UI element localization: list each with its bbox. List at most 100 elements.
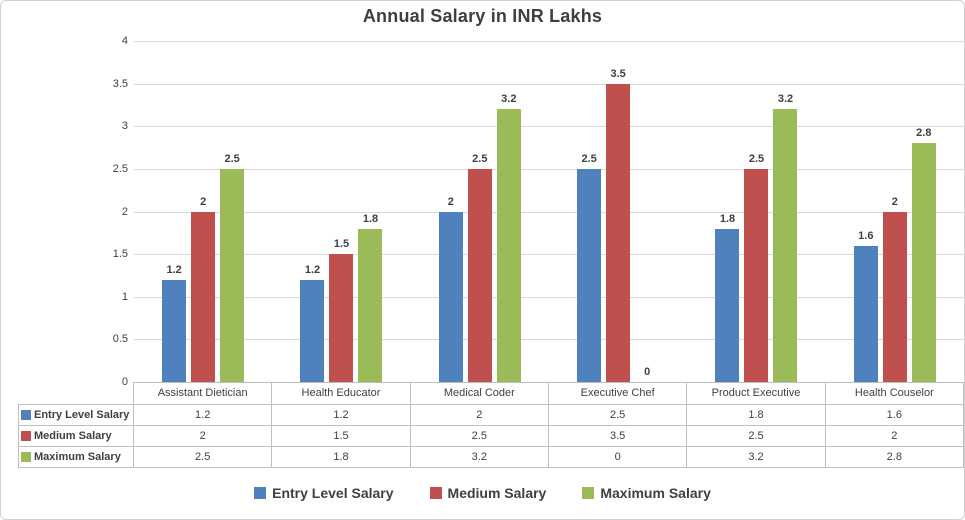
bar: 1.5	[329, 238, 354, 382]
value-cell: 1.2	[272, 405, 411, 426]
y-tick-label: 2.5	[112, 162, 128, 175]
gridline	[134, 169, 964, 170]
chart-title: Annual Salary in INR Lakhs	[362, 6, 603, 26]
value-cell: 2.5	[548, 405, 688, 426]
bar: 2.8	[911, 127, 936, 382]
legend-swatch-icon	[254, 487, 267, 499]
y-tick-label: 1	[121, 290, 128, 303]
value-cell: 2.5	[134, 447, 273, 468]
bar-data-label: 1.6	[858, 229, 874, 242]
series-name-cell: Maximum Salary	[18, 447, 134, 468]
value-cell: 1.2	[134, 405, 273, 426]
bar: 1.6	[853, 230, 878, 382]
legend-key-icon	[21, 410, 31, 420]
table-corner-cell	[18, 382, 134, 405]
value-cell: 3.2	[410, 447, 549, 468]
bar-data-label: 2.5	[472, 152, 488, 165]
y-tick-label: 3.5	[112, 77, 128, 90]
bar-data-label: 2.8	[916, 127, 932, 140]
value-cell: 2	[134, 426, 273, 447]
bar: 2.5	[744, 153, 769, 382]
legend-item-label: Entry Level Salary	[272, 485, 394, 501]
value-cell: 2.5	[687, 426, 826, 447]
bar-data-label: 3.2	[777, 93, 794, 106]
bar: 2	[438, 196, 463, 382]
legend-item: Entry Level Salary	[254, 485, 394, 501]
gridline	[134, 41, 964, 42]
bar-data-label: 2.5	[748, 152, 765, 165]
bar: 3.5	[606, 68, 631, 382]
bar-group: 1.2 1.5 1.8	[272, 41, 410, 382]
gridline	[134, 254, 964, 255]
value-cell: 2.8	[825, 447, 964, 468]
bar-group: 2 2.5 3.2	[411, 41, 549, 382]
value-cell: 2	[825, 426, 964, 447]
category-header-cell: Executive Chef	[548, 382, 688, 405]
category-header-cell: Product Executive	[687, 382, 826, 405]
legend-item: Medium Salary	[429, 485, 547, 501]
gridline	[134, 84, 964, 85]
bar-data-label: 2.5	[224, 152, 240, 165]
y-tick-label: 2	[121, 205, 128, 218]
bar-data-label: 2	[200, 195, 207, 208]
bar: 1.8	[358, 213, 383, 382]
category-header-cell: Health Couselor	[825, 382, 964, 405]
bar: 2	[882, 196, 907, 382]
value-cell: 2.5	[410, 426, 549, 447]
series-name-label: Entry Level Salary	[34, 409, 130, 421]
bar-group: 2.5 3.5 0	[549, 41, 687, 382]
gridline	[134, 212, 964, 213]
gridline	[134, 297, 964, 298]
bar-data-label: 1.2	[166, 263, 182, 276]
bar-data-label: 2	[447, 195, 454, 208]
bar: 1.2	[162, 264, 187, 382]
legend-key-icon	[21, 431, 31, 441]
bar-data-label: 1.8	[719, 212, 736, 225]
bar-data-label: 1.8	[362, 212, 379, 225]
bar-data-label: 3.2	[501, 93, 517, 106]
bar: 1.8	[715, 213, 740, 382]
legend-swatch-icon	[429, 487, 442, 499]
legend-key-icon	[21, 452, 31, 462]
data-table: Assistant Dietician Health Educator Medica…	[18, 382, 964, 468]
y-tick-label: 1.5	[112, 248, 128, 261]
legend-item: Maximum Salary	[582, 485, 711, 501]
bar: 2.5	[467, 153, 492, 382]
y-tick-label: 0	[121, 376, 128, 388]
value-cell: 1.5	[272, 426, 411, 447]
value-cell: 3.5	[548, 426, 688, 447]
y-axis: 4 3.5 3 2.5 2 1.5 1 0.5 0	[61, 35, 128, 388]
category-header-cell: Assistant Dietician	[134, 382, 273, 405]
bar-data-label: 1.5	[333, 238, 350, 251]
bar: 3.2	[496, 93, 521, 382]
bar: 2.5	[220, 153, 245, 382]
legend-swatch-icon	[582, 487, 595, 499]
value-cell: 2	[410, 405, 549, 426]
bar: 2	[191, 196, 216, 382]
series-name-label: Maximum Salary	[34, 451, 121, 463]
bar: 1.2	[300, 264, 325, 382]
series-name-cell: Entry Level Salary	[18, 405, 134, 426]
y-tick-label: 3	[121, 120, 128, 133]
category-header-cell: Medical Coder	[410, 382, 549, 405]
gridline	[134, 126, 964, 127]
bar-data-label: 3.5	[610, 67, 626, 80]
legend-item-label: Medium Salary	[447, 485, 547, 501]
value-cell: 1.8	[272, 447, 411, 468]
y-tick-label: 4	[121, 35, 128, 47]
bar-group: 1.2 2 2.5	[134, 41, 272, 382]
value-cell: 1.6	[825, 405, 964, 426]
value-cell: 3.2	[687, 447, 826, 468]
bar-data-label: 1.2	[304, 263, 321, 276]
value-cell: 1.8	[687, 405, 826, 426]
bar: 2.5	[577, 153, 602, 382]
bar-data-label: 0	[644, 366, 651, 378]
chart-legend: Entry Level Salary Medium Salary Maximum S…	[1, 478, 964, 508]
y-tick-label: 0.5	[112, 333, 128, 346]
bar-group: 1.6 2 2.8	[826, 41, 964, 382]
bar-group: 1.8 2.5 3.2	[687, 41, 825, 382]
gridline	[134, 339, 964, 340]
bar: 3.2	[773, 93, 798, 382]
bar-data-label: 2	[891, 195, 898, 208]
